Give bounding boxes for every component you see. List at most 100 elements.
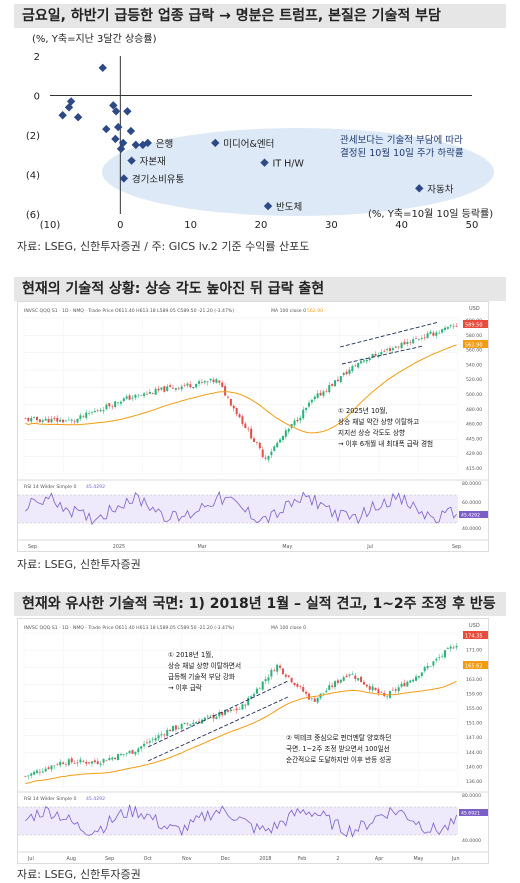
candle-body bbox=[244, 704, 247, 706]
candle-body bbox=[151, 393, 154, 394]
candle-body bbox=[206, 715, 209, 717]
scatter-point bbox=[114, 122, 123, 132]
candle-body bbox=[235, 407, 238, 414]
scatter-point-label: 자본재 bbox=[140, 157, 166, 168]
rsi-tick-40: 40.0000 bbox=[462, 526, 481, 532]
candle-body bbox=[145, 742, 148, 744]
candle-body bbox=[198, 721, 201, 723]
chart-2018-header: INVSC QQQ S1 · 1D · NMQ · Trade Price O6… bbox=[24, 625, 234, 631]
candle-body bbox=[287, 428, 290, 432]
candle-body bbox=[27, 417, 30, 421]
x-axis-label: (%, Y축=10월 10일 등락률) bbox=[368, 208, 493, 220]
candle-body bbox=[307, 402, 311, 407]
candle-body bbox=[166, 729, 169, 737]
y-tick-label: (2) bbox=[26, 131, 40, 142]
candle-body bbox=[44, 418, 47, 421]
price-axis-label: 136.00 bbox=[466, 779, 482, 785]
candle-body bbox=[177, 388, 180, 390]
candle-body bbox=[334, 681, 337, 688]
scatter-point bbox=[73, 113, 83, 122]
chart-2018-ma-label: MA 100 close 0 bbox=[271, 625, 306, 631]
scatter-point bbox=[64, 103, 74, 112]
candle-body bbox=[328, 385, 331, 393]
channel-upper bbox=[339, 321, 440, 348]
candle-body bbox=[386, 349, 389, 351]
section1-title: 금요일, 하반기 급등한 업종 급락 → 명분은 트럼프, 본질은 기술적 부담 bbox=[14, 4, 506, 28]
candle-body bbox=[348, 369, 351, 374]
time-axis-label: Feb bbox=[298, 856, 307, 862]
candle-body bbox=[88, 762, 91, 764]
time-axis-label: Jul bbox=[366, 544, 373, 550]
candle-body bbox=[339, 376, 342, 383]
x-tick-label: 50 bbox=[466, 220, 479, 231]
section3-title: 현재와 유사한 기술적 국면: 1) 2018년 1월 – 실적 견고, 1~2… bbox=[14, 592, 506, 616]
annotation-line2: 결정된 10월 10일 주가 하락률 bbox=[340, 147, 464, 159]
candle-body bbox=[212, 379, 215, 383]
candle-body bbox=[160, 387, 163, 390]
section3-source: 자료: LSEG, 신한투자증권 bbox=[17, 868, 141, 881]
candle-body bbox=[151, 739, 154, 740]
candle-body bbox=[443, 650, 446, 658]
candle-body bbox=[371, 686, 374, 691]
candle-body bbox=[351, 366, 354, 372]
candle-body bbox=[122, 398, 125, 402]
candle-body bbox=[250, 428, 253, 439]
time-axis-label: May bbox=[413, 856, 423, 862]
candle-body bbox=[27, 775, 30, 777]
candle-body bbox=[114, 757, 117, 760]
price-axis-label: 429.00 bbox=[466, 451, 482, 457]
candle-body bbox=[221, 712, 224, 716]
candle-body bbox=[336, 680, 339, 683]
candle-body bbox=[426, 333, 429, 338]
candle-body bbox=[264, 457, 267, 459]
candle-body bbox=[302, 687, 305, 692]
candle-body bbox=[334, 380, 337, 387]
ma-price-text-2018: 165.62 bbox=[465, 664, 483, 670]
candle-body bbox=[137, 394, 140, 396]
rsi-tick-60: 60.0000 bbox=[462, 500, 481, 506]
candle-body bbox=[125, 753, 128, 755]
rsi-tick-80-2018: 80.0000 bbox=[462, 793, 481, 799]
candle-body bbox=[50, 765, 53, 770]
candle-body bbox=[102, 410, 105, 412]
candle-body bbox=[90, 412, 94, 414]
candle-body bbox=[195, 722, 198, 724]
candle-body bbox=[322, 391, 325, 396]
candle-body bbox=[192, 386, 195, 389]
candle-body bbox=[134, 394, 137, 398]
candle-body bbox=[299, 686, 302, 687]
rsi-label: RSI 14 Wilder Simple 0 bbox=[24, 484, 76, 490]
candle-body bbox=[41, 771, 44, 773]
ma-price-text: 562.90 bbox=[465, 343, 483, 349]
ma100-line bbox=[25, 344, 457, 434]
candle-body bbox=[73, 420, 76, 422]
candle-body bbox=[284, 430, 287, 437]
candle-body bbox=[400, 342, 403, 349]
scatter-point-label: IT H/W bbox=[273, 159, 305, 170]
candle-body bbox=[432, 661, 435, 666]
price-axis-label: 520.00 bbox=[466, 377, 482, 383]
candle-body bbox=[38, 419, 41, 422]
section1-source: 자료: LSEG, 신한투자증권 / 주: GICS lv.2 기준 수익률 산… bbox=[17, 240, 310, 253]
candle-body bbox=[264, 679, 267, 682]
candle-body bbox=[79, 415, 82, 419]
scatter-point bbox=[126, 126, 136, 136]
note1-line1: ① 2025년 10월, bbox=[338, 406, 388, 415]
candle-body bbox=[102, 759, 105, 763]
candle-body bbox=[38, 771, 41, 773]
time-axis-label: Jul bbox=[27, 856, 34, 862]
candle-body bbox=[171, 387, 175, 389]
candle-body bbox=[85, 412, 88, 418]
rsi-tick-40-2018: 40.0000 bbox=[462, 838, 481, 844]
candle-body bbox=[313, 396, 316, 400]
candle-body bbox=[160, 734, 163, 736]
candle-body bbox=[203, 717, 206, 720]
candle-body bbox=[331, 685, 334, 687]
scatter-point-label: 자동차 bbox=[427, 183, 453, 195]
candle-body bbox=[186, 723, 189, 725]
candle-body bbox=[206, 381, 209, 383]
candle-body bbox=[53, 417, 56, 419]
scatter-point bbox=[109, 101, 118, 110]
candle-body bbox=[270, 451, 273, 456]
candle-body bbox=[273, 670, 276, 672]
